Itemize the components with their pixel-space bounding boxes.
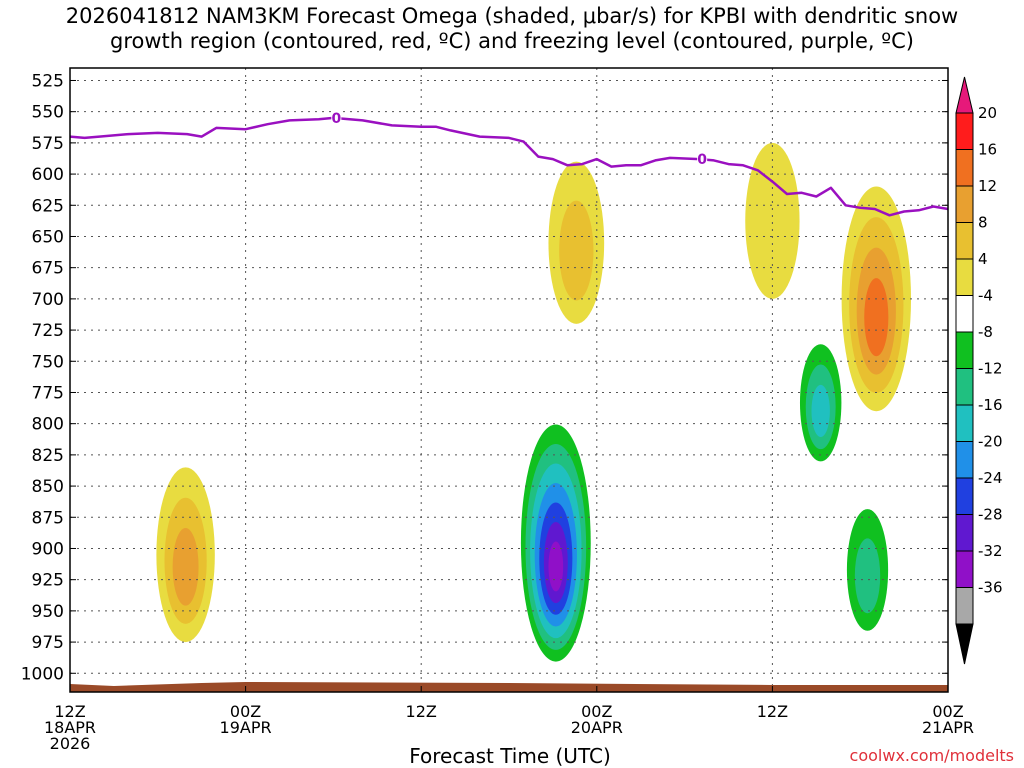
colorbar-label-4: 4 — [978, 250, 988, 268]
x-tick-label-0-1: 18APR — [44, 718, 96, 737]
colorbar-swatch-4 — [955, 258, 974, 296]
freezing-level-label-0: 0 — [331, 111, 341, 127]
colorbar-swatch-13 — [955, 587, 974, 625]
omega-contour-upward-cell-20APR-15Z--16 — [811, 384, 830, 437]
colorbar-swatch-9 — [955, 441, 974, 479]
colorbar-bottom-triangle — [955, 623, 974, 665]
colorbar-label-7: -12 — [978, 360, 1003, 378]
omega-shading-layer — [156, 142, 912, 674]
omega-contour-subsidence-cell-19APR-23Z-8 — [559, 200, 594, 301]
site-credit: coolwx.com/modelts — [849, 746, 1014, 765]
omega-contour-subsidence-cell-20APR-13Z-4 — [745, 142, 800, 299]
colorbar-label-6: -8 — [978, 323, 993, 341]
omega-feature-subsidence-cell-20APR-19Z — [841, 186, 912, 412]
y-tick-label-675: 675 — [32, 259, 64, 279]
x-tick-label-2-0: 12Z — [406, 702, 437, 721]
colorbar-swatch-10 — [955, 477, 974, 515]
omega-contour-subsidence-cell-18APR-20Z-12 — [172, 528, 199, 606]
freezing-label-bg-0 — [331, 109, 342, 124]
freezing-label-bg-1 — [697, 151, 708, 166]
y-tick-label-950: 950 — [32, 602, 64, 622]
colorbar-swatch-5 — [955, 295, 974, 333]
freezing-level-label-1: 0 — [697, 152, 707, 168]
omega-feature-subsidence-cell-20APR-13Z — [745, 142, 800, 299]
omega-feature-upward-cell-20APR-18Z — [838, 479, 897, 649]
omega-feature-upward-core-20APR — [516, 404, 596, 674]
y-tick-label-800: 800 — [32, 415, 64, 435]
terrain-layer — [70, 682, 948, 692]
y-tick-label-875: 875 — [32, 508, 64, 528]
axes: 525 550 575 600 625 650 675 700 725 750 775 800 825 8… — [21, 67, 974, 753]
x-tick-label-1-1: 19APR — [220, 718, 272, 737]
colorbar-label-3: 8 — [978, 214, 988, 232]
y-tick-label-575: 575 — [32, 134, 64, 154]
colorbar-label-12: -32 — [978, 542, 1003, 560]
colorbar-label-11: -28 — [978, 506, 1003, 524]
y-tick-label-925: 925 — [32, 571, 64, 591]
omega-contour-subsidence-cell-20APR-19Z-16 — [864, 278, 889, 357]
chart-title: 2026041812 NAM3KM Forecast Omega (shaded… — [0, 4, 1024, 54]
x-tick-label-0-0: 12Z — [54, 702, 85, 721]
colorbar: 20 16 12 8 4 -4 -8 -12 -16 -20 -24 -28 -32 -36 — [955, 76, 1003, 665]
colorbar-label-2: 12 — [978, 177, 997, 195]
y-tick-label-625: 625 — [32, 196, 64, 216]
x-tick-label-1-0: 00Z — [230, 702, 261, 721]
colorbar-swatch-12 — [955, 550, 974, 588]
x-tick-label-5-1: 21APR — [922, 718, 974, 737]
colorbar-label-5: -4 — [978, 287, 993, 305]
gridlines — [70, 68, 948, 692]
omega-feature-upward-cell-20APR-15Z — [794, 323, 848, 474]
y-tick-label-825: 825 — [32, 446, 64, 466]
omega-feature-subsidence-cell-19APR-23Z — [548, 161, 605, 324]
x-tick-label-0-2: 2026 — [50, 734, 91, 753]
colorbar-swatch-6 — [955, 331, 974, 369]
y-tick-label-550: 550 — [32, 103, 64, 123]
colorbar-swatch-7 — [955, 368, 974, 406]
colorbar-label-0: 20 — [978, 104, 997, 122]
omega-contour-upward-cell-20APR-18Z--12 — [854, 538, 881, 614]
x-tick-label-3-0: 00Z — [581, 702, 612, 721]
y-tick-label-750: 750 — [32, 352, 64, 372]
x-tick-label-5-0: 00Z — [932, 702, 963, 721]
x-axis-title: Forecast Time (UTC) — [409, 744, 611, 768]
y-tick-label-775: 775 — [32, 383, 64, 403]
colorbar-swatch-11 — [955, 514, 974, 552]
title-line-2: growth region (contoured, red, ºC) and f… — [110, 29, 914, 53]
freezing-level-layer: 00 — [69, 109, 949, 217]
colorbar-label-9: -20 — [978, 433, 1003, 451]
colorbar-swatch-1 — [955, 149, 974, 187]
freezing-level-line — [69, 116, 949, 217]
y-tick-label-975: 975 — [32, 633, 64, 653]
x-tick-label-4-0: 12Z — [757, 702, 788, 721]
y-tick-label-600: 600 — [32, 165, 64, 185]
colorbar-label-13: -36 — [978, 579, 1003, 597]
y-tick-label-700: 700 — [32, 290, 64, 310]
omega-feature-subsidence-cell-18APR-20Z — [156, 467, 215, 643]
y-tick-label-525: 525 — [32, 71, 64, 91]
colorbar-swatch-0 — [955, 112, 974, 150]
colorbar-swatch-8 — [955, 404, 974, 442]
omega-contour-upward-core-20APR--32 — [548, 541, 564, 592]
colorbar-label-10: -24 — [978, 469, 1003, 487]
plot-frame — [69, 67, 949, 693]
colorbar-swatch-3 — [955, 222, 974, 260]
colorbar-label-8: -16 — [978, 396, 1003, 414]
y-tick-label-850: 850 — [32, 477, 64, 497]
colorbar-label-1: 16 — [978, 141, 997, 159]
y-tick-label-725: 725 — [32, 321, 64, 341]
colorbar-top-triangle — [955, 76, 974, 114]
terrain-surface — [70, 682, 948, 692]
colorbar-swatch-2 — [955, 185, 974, 223]
x-tick-label-3-1: 20APR — [571, 718, 623, 737]
y-tick-label-900: 900 — [32, 539, 64, 559]
y-tick-label-650: 650 — [32, 227, 64, 247]
title-line-1: 2026041812 NAM3KM Forecast Omega (shaded… — [65, 4, 959, 28]
y-tick-label-1000: 1000 — [21, 664, 64, 684]
